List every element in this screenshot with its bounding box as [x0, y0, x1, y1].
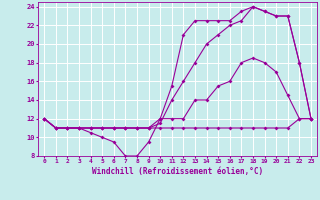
X-axis label: Windchill (Refroidissement éolien,°C): Windchill (Refroidissement éolien,°C) [92, 167, 263, 176]
